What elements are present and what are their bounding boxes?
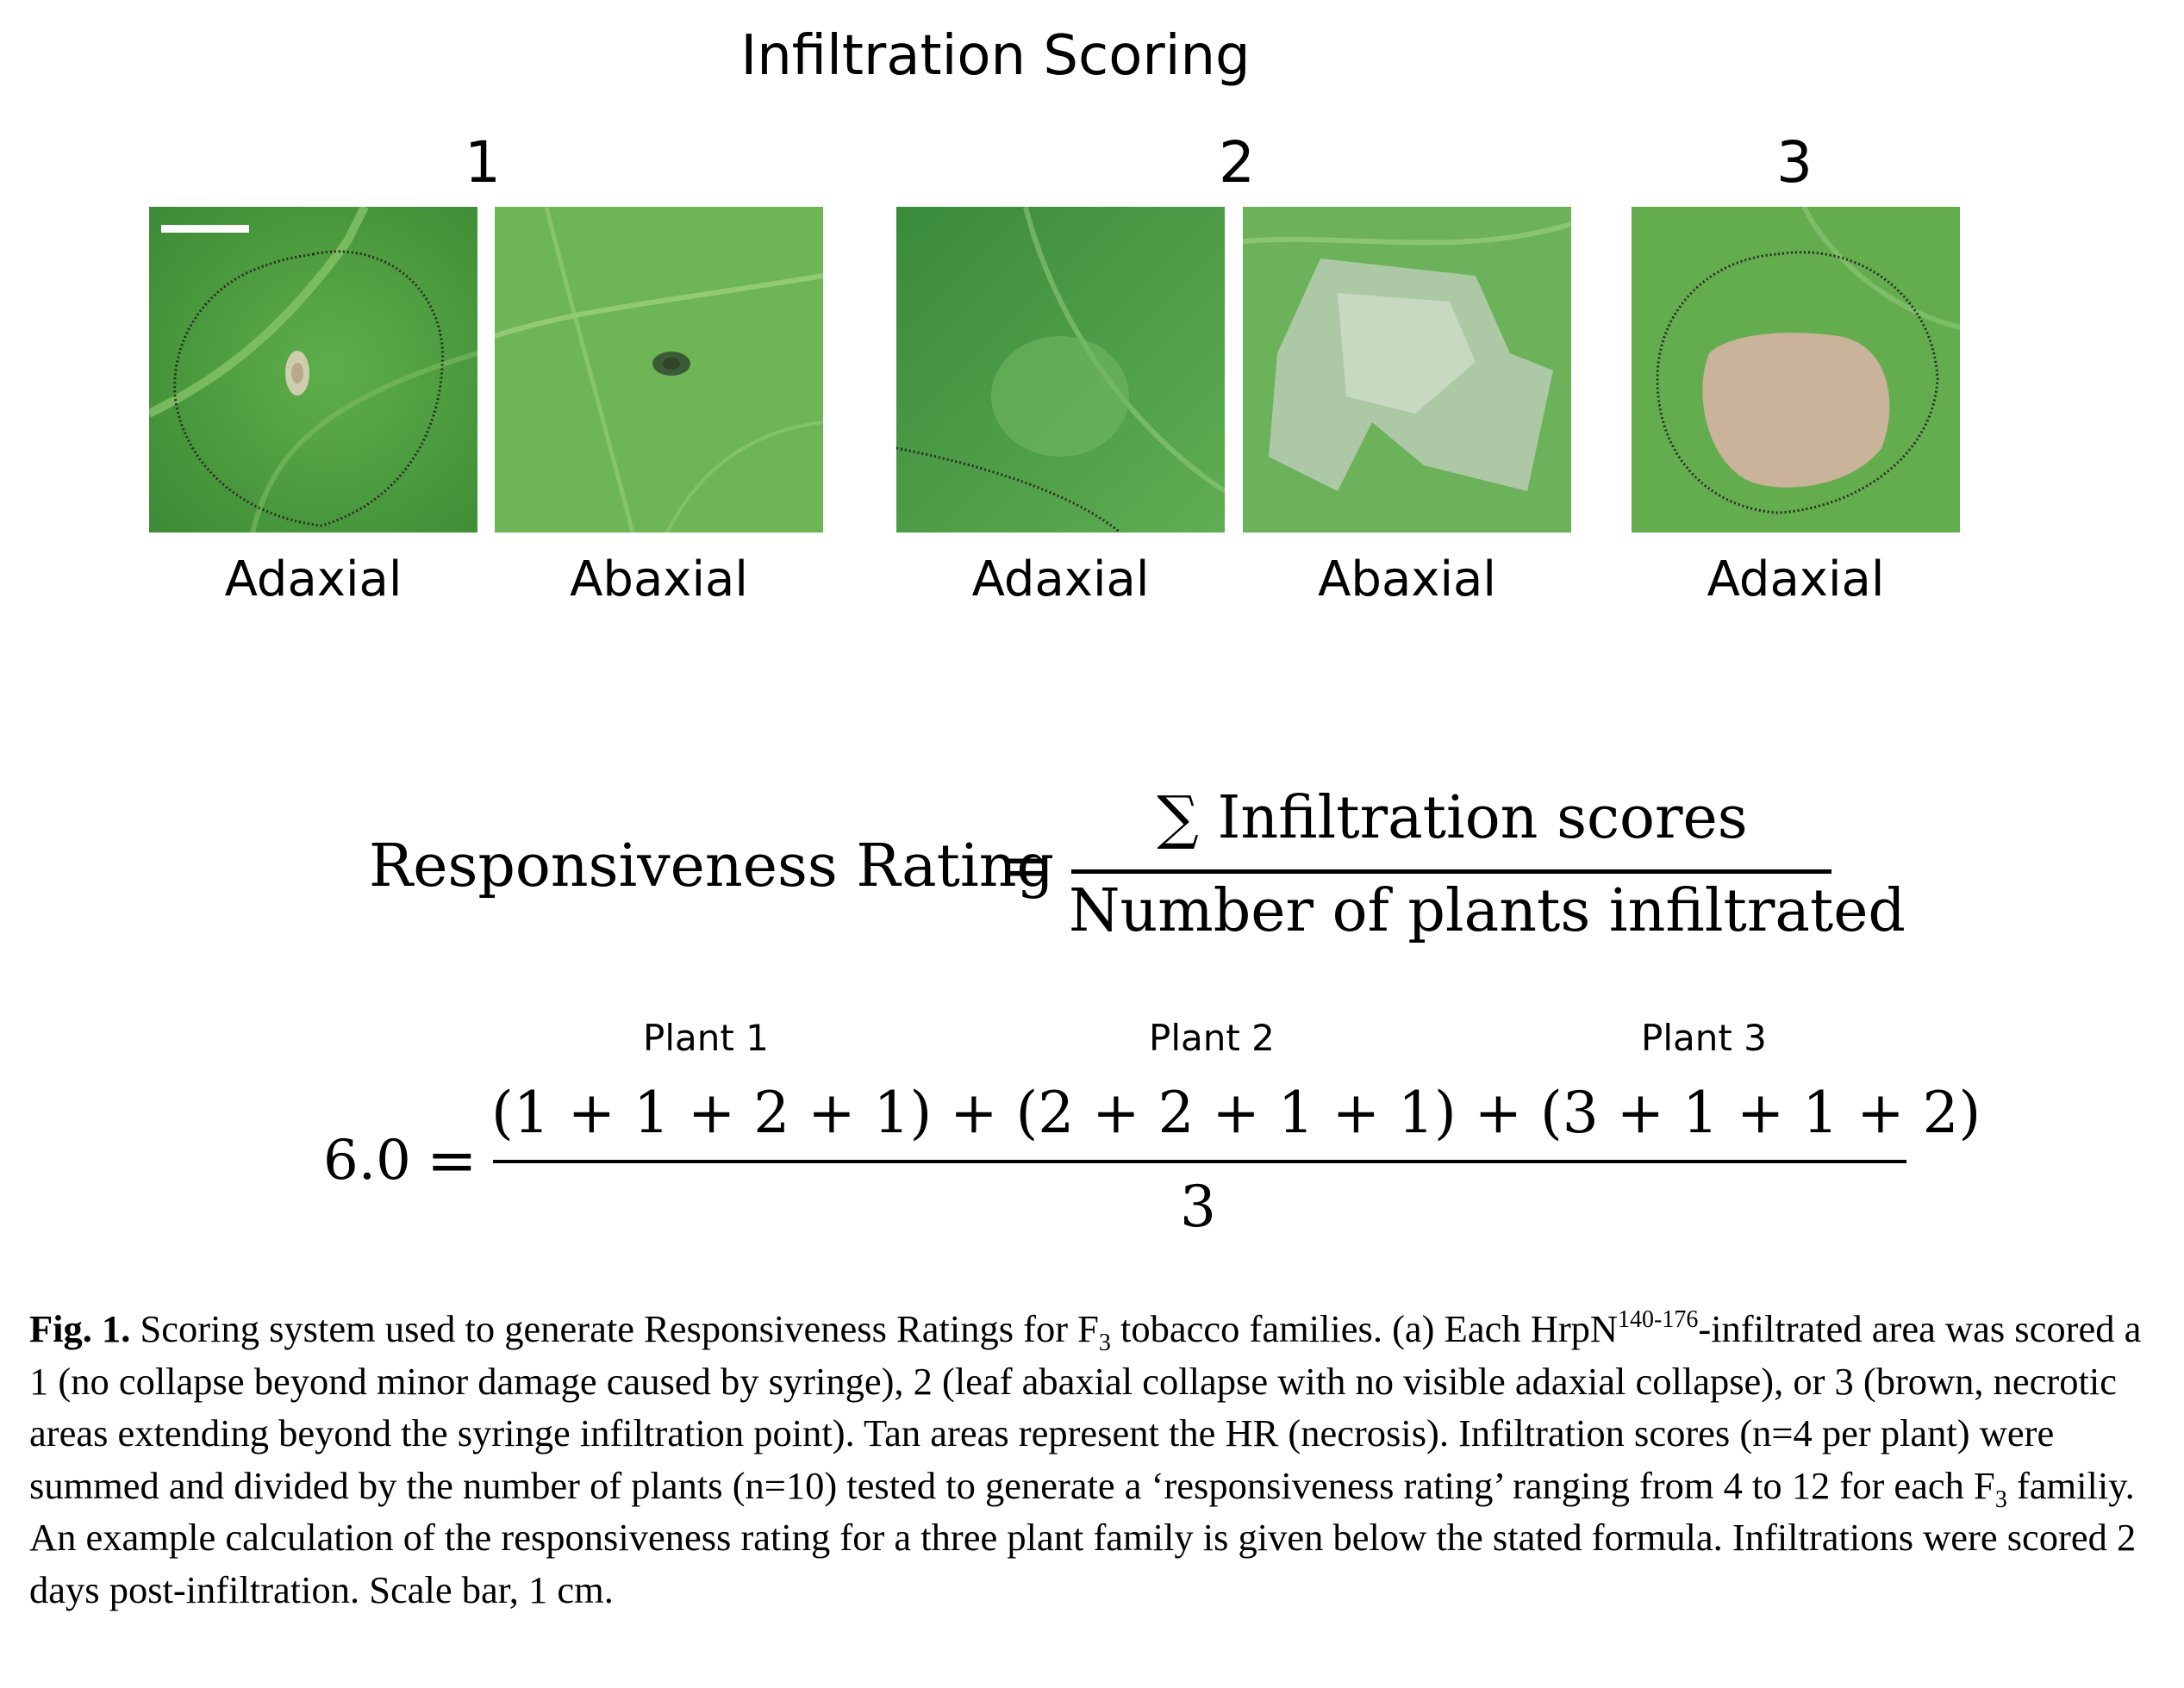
plant-2-label: Plant 2 xyxy=(1149,1017,1275,1059)
caption-text-1: Scoring system used to generate Responsi… xyxy=(130,1307,1099,1350)
formula-lhs: Responsiveness Rating xyxy=(369,832,1055,900)
example-equals: = xyxy=(427,1125,477,1196)
score-3-heading: 3 xyxy=(1776,129,1813,196)
panel-label-score3-adaxial: Adaxial xyxy=(1707,551,1885,607)
example-numerator: (1 + 1 + 2 + 1) + (2 + 2 + 1 + 1) + (3 +… xyxy=(491,1080,1981,1146)
leaf-photo-score3-adaxial xyxy=(1632,207,1960,533)
figure-title: Infiltration Scoring xyxy=(740,24,1251,88)
caption-label: Fig. 1. xyxy=(29,1307,131,1350)
formula-numerator: ∑ Infiltration scores xyxy=(1157,784,1748,852)
leaf-photo-score1-abaxial xyxy=(495,207,823,533)
caption-text-3: -infiltrated area was scored a 1 (no col… xyxy=(29,1307,2142,1507)
leaf-photo-score2-abaxial xyxy=(1243,207,1571,533)
score-2-heading: 2 xyxy=(1219,129,1255,196)
example-denominator: 3 xyxy=(1180,1174,1216,1240)
leaf-photo-score1-adaxial xyxy=(149,207,477,533)
example-result: 6.0 xyxy=(323,1129,411,1193)
formula-denominator: Number of plants infiltrated xyxy=(1069,877,1906,945)
panel-label-score2-abaxial: Abaxial xyxy=(1318,551,1496,607)
formula-equals: = xyxy=(1000,829,1052,901)
figure-caption: Fig. 1. Scoring system used to generate … xyxy=(29,1303,2167,1616)
caption-text-2: tobacco families. (a) Each HrpN xyxy=(1110,1307,1619,1350)
caption-sub-2: 3 xyxy=(1994,1486,2007,1513)
panel-label-score1-adaxial: Adaxial xyxy=(224,551,402,607)
formula-fraction-bar xyxy=(1071,869,1831,874)
plant-1-label: Plant 1 xyxy=(643,1017,769,1059)
scale-bar xyxy=(161,225,249,233)
panel-label-score1-abaxial: Abaxial xyxy=(570,551,748,607)
caption-sub-1: 3 xyxy=(1098,1330,1111,1356)
leaf-photo-score2-adaxial xyxy=(896,207,1225,533)
panel-label-score2-adaxial: Adaxial xyxy=(971,551,1150,607)
score-1-heading: 1 xyxy=(465,129,501,196)
example-fraction-bar xyxy=(493,1160,1906,1163)
plant-3-label: Plant 3 xyxy=(1641,1017,1767,1059)
caption-text-4: familiy. An example calculation of the r… xyxy=(29,1463,2137,1611)
caption-sup-1: 140-176 xyxy=(1618,1306,1699,1333)
